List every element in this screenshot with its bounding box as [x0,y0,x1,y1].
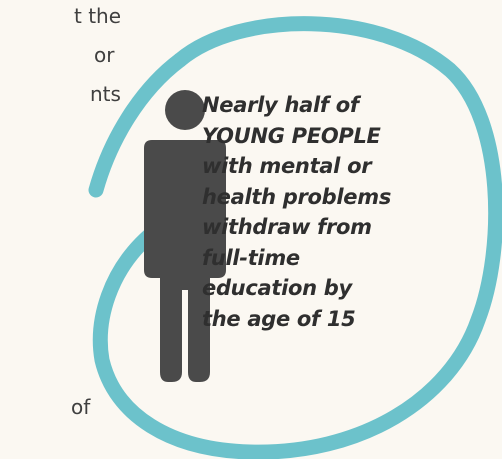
statistic-line: full-time [202,245,300,270]
statistic-text: Nearly half of YOUNG PEOPLE with mental … [202,90,432,334]
person-icon [144,90,226,382]
statistic-line: Nearly half of [202,93,359,117]
statistic-line: YOUNG PEOPLE [202,123,381,148]
statistic-line: the age of 15 [202,306,356,331]
background-text-fragment: of [71,395,91,419]
background-text-fragment: nts [90,82,121,106]
statistic-line: health problems [202,184,392,209]
ring-stroke-inner [88,52,188,198]
statistic-line: education by [202,276,352,300]
ring-stroke [92,16,502,459]
background-text-fragment: or [94,43,115,67]
background-text-fragment: t the [74,4,122,28]
statistic-line: with mental or [202,154,372,178]
statistic-line: withdraw from [202,215,372,239]
